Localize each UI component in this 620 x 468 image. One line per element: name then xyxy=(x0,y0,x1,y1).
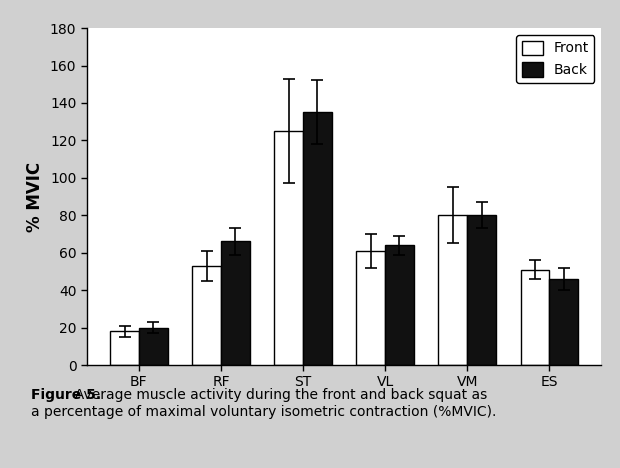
Text: Figure 5.: Figure 5. xyxy=(31,388,101,402)
Bar xyxy=(467,215,496,365)
Bar xyxy=(356,251,385,365)
Y-axis label: % MVIC: % MVIC xyxy=(26,161,44,232)
Bar xyxy=(521,270,549,365)
Bar xyxy=(303,112,332,365)
Text: Average muscle activity during the front and back squat as
a percentage of maxim: Average muscle activity during the front… xyxy=(31,388,497,419)
Legend: Front, Back: Front, Back xyxy=(516,35,595,83)
Bar xyxy=(110,331,139,365)
Bar xyxy=(192,266,221,365)
Bar xyxy=(438,215,467,365)
Bar xyxy=(221,241,250,365)
Bar xyxy=(549,279,578,365)
Bar xyxy=(274,131,303,365)
Bar xyxy=(139,328,167,365)
Bar xyxy=(385,245,414,365)
